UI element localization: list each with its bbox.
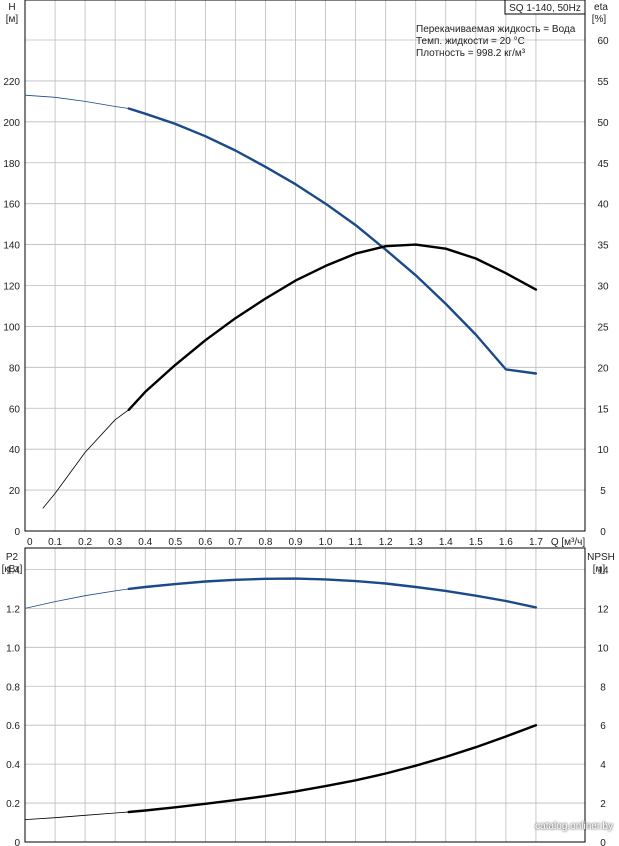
series-line-thin bbox=[24, 588, 130, 609]
x-tick-label: 1.1 bbox=[349, 537, 363, 548]
y-left-tick-label: 0.8 bbox=[6, 682, 20, 693]
y-left-tick-label: 0.4 bbox=[6, 760, 20, 771]
x-tick-label: 0.2 bbox=[78, 537, 92, 548]
y-right-unit: [%] bbox=[592, 14, 607, 25]
y-left-tick-label: 1.0 bbox=[6, 643, 20, 654]
y-right-tick-label: 2 bbox=[600, 799, 606, 810]
y-right-tick-label: 45 bbox=[597, 159, 609, 170]
y-left-title: H bbox=[8, 2, 15, 13]
y-right-tick-label: 4 bbox=[600, 760, 606, 771]
x-tick-label: 0 bbox=[27, 537, 33, 548]
plot-frame bbox=[24, 547, 586, 843]
title-box bbox=[504, 0, 586, 15]
y-left-unit: [м] bbox=[6, 14, 19, 25]
x-tick-label: 0.7 bbox=[228, 537, 242, 548]
y-right-tick-label: 25 bbox=[597, 322, 609, 333]
x-tick-label: 0.9 bbox=[289, 537, 303, 548]
y-left-tick-label: 0.2 bbox=[6, 799, 20, 810]
y-left-tick-label: 1.2 bbox=[6, 604, 20, 615]
y-right-tick-label: 40 bbox=[597, 200, 609, 211]
info-line: Темп. жидкости = 20 °C bbox=[416, 36, 525, 47]
series-line-thin bbox=[24, 94, 130, 109]
series-line bbox=[127, 577, 538, 609]
x-tick-label: 1.7 bbox=[529, 537, 543, 548]
y-left-tick-label: 0.6 bbox=[6, 721, 20, 732]
y-right-tick-label: 60 bbox=[597, 36, 609, 47]
y-left-unit: [кВт] bbox=[2, 564, 23, 575]
y-right-tick-label: 14 bbox=[597, 565, 609, 576]
x-tick-label: 1.4 bbox=[439, 537, 453, 548]
y-right-tick-label: 5 bbox=[600, 486, 606, 497]
y-right-tick-label: 15 bbox=[597, 404, 609, 415]
y-right-tick-label: 20 bbox=[597, 363, 609, 374]
chart-title: SQ 1-140, 50Hz bbox=[509, 3, 581, 14]
info-line: Плотность = 998.2 кг/м³ bbox=[416, 48, 526, 59]
x-tick-label: 0.8 bbox=[258, 537, 272, 548]
y-right-unit: [м] bbox=[593, 564, 606, 575]
y-right-tick-label: 50 bbox=[597, 118, 609, 129]
y-right-title: eta bbox=[594, 2, 608, 13]
y-left-tick-label: 1.4 bbox=[6, 565, 20, 576]
y-left-tick-label: 60 bbox=[9, 404, 21, 415]
watermark: catalog.onliner.by bbox=[535, 821, 613, 832]
plot-frame bbox=[24, 0, 586, 532]
y-left-tick-label: 220 bbox=[3, 77, 20, 88]
x-tick-label: 1.2 bbox=[379, 537, 393, 548]
y-left-tick-label: 120 bbox=[3, 282, 20, 293]
y-right-tick-label: 12 bbox=[597, 604, 609, 615]
y-left-tick-label: 40 bbox=[9, 445, 21, 456]
y-left-tick-label: 100 bbox=[3, 322, 20, 333]
y-right-tick-label: 35 bbox=[597, 241, 609, 252]
y-right-tick-label: 6 bbox=[600, 721, 606, 732]
series-line bbox=[127, 243, 538, 412]
y-left-tick-label: 0 bbox=[14, 838, 20, 846]
y-right-tick-label: 8 bbox=[600, 682, 606, 693]
series-line-thin bbox=[42, 409, 130, 509]
y-left-tick-label: 80 bbox=[9, 363, 21, 374]
y-right-tick-label: 30 bbox=[597, 282, 609, 293]
y-right-tick-label: 55 bbox=[597, 77, 609, 88]
x-tick-label: 0.4 bbox=[138, 537, 152, 548]
y-left-tick-label: 160 bbox=[3, 200, 20, 211]
series-line-thin bbox=[24, 811, 130, 820]
y-left-tick-label: 20 bbox=[9, 486, 21, 497]
x-axis-title: Q [м³/ч] bbox=[551, 537, 586, 548]
y-right-tick-label: 10 bbox=[597, 445, 609, 456]
series-line bbox=[127, 107, 538, 375]
series-line bbox=[127, 724, 538, 814]
info-line: Перекачиваемая жидкость = Вода bbox=[416, 24, 576, 35]
y-right-tick-label: 0 bbox=[600, 838, 606, 846]
y-right-tick-label: 10 bbox=[597, 643, 609, 654]
x-tick-label: 0.1 bbox=[48, 537, 62, 548]
y-left-tick-label: 200 bbox=[3, 118, 20, 129]
y-left-tick-label: 140 bbox=[3, 241, 20, 252]
x-tick-label: 0.5 bbox=[168, 537, 182, 548]
x-tick-label: 1.6 bbox=[499, 537, 513, 548]
y-left-tick-label: 0 bbox=[14, 527, 20, 538]
y-left-tick-label: 180 bbox=[3, 159, 20, 170]
x-tick-label: 0.3 bbox=[108, 537, 122, 548]
x-tick-label: 1.5 bbox=[469, 537, 483, 548]
y-right-tick-label: 0 bbox=[600, 527, 606, 538]
x-tick-label: 1.0 bbox=[319, 537, 333, 548]
x-tick-label: 0.6 bbox=[198, 537, 212, 548]
y-right-title: NPSH bbox=[587, 552, 615, 563]
x-tick-label: 1.3 bbox=[409, 537, 423, 548]
y-left-title: P2 bbox=[6, 552, 19, 563]
